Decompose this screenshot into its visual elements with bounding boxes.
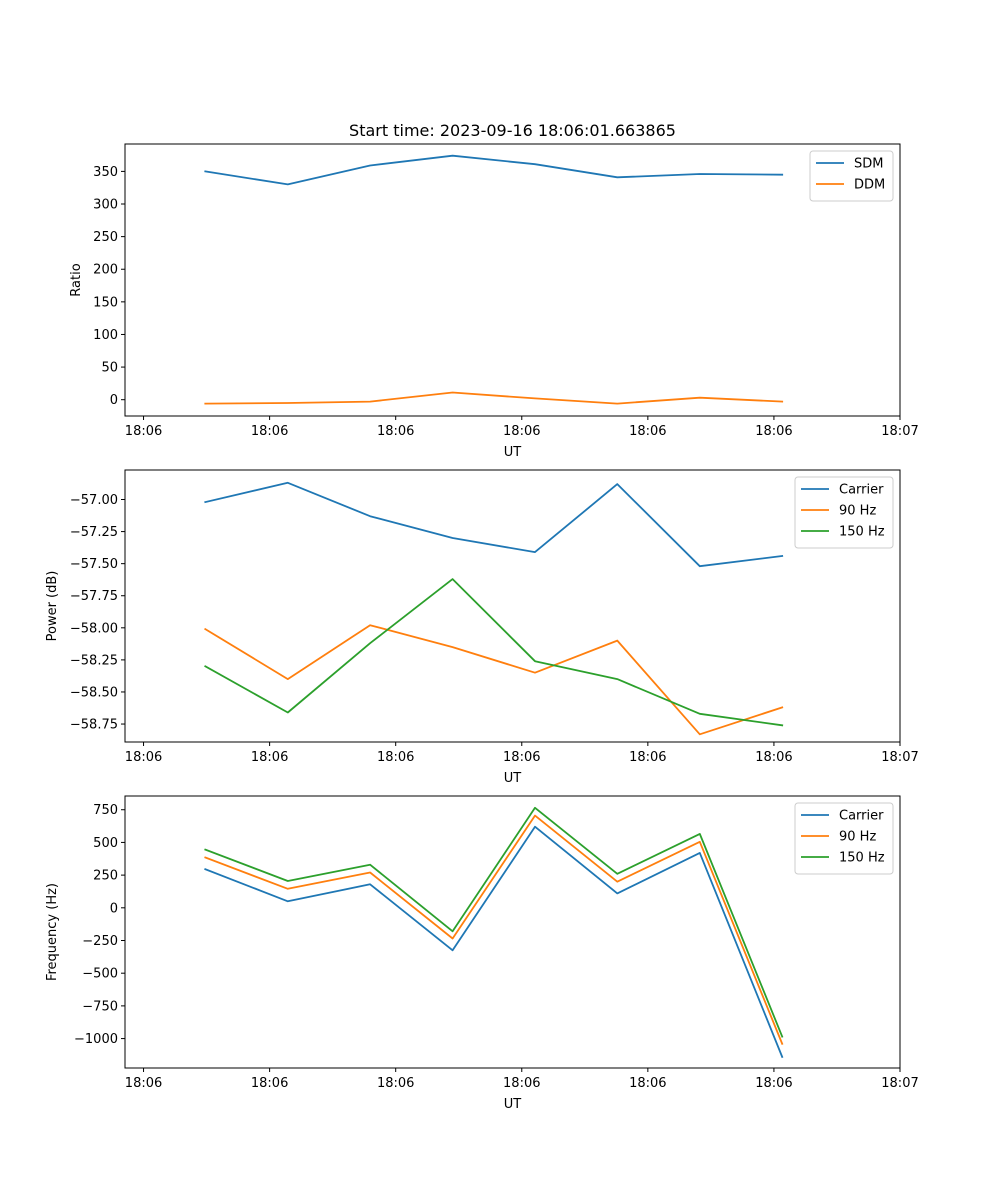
y-tick-label: −57.75 bbox=[70, 589, 118, 604]
x-tick-label: 18:06 bbox=[377, 750, 414, 765]
y-tick-label: −750 bbox=[82, 999, 118, 1014]
legend-label: 150 Hz bbox=[839, 851, 885, 866]
y-tick-label: 250 bbox=[93, 230, 118, 245]
y-tick-label: 0 bbox=[110, 393, 118, 408]
x-tick-label: 18:07 bbox=[881, 1076, 918, 1091]
x-axis-label: UT bbox=[504, 445, 522, 460]
y-tick-label: 100 bbox=[93, 328, 118, 343]
x-tick-label: 18:06 bbox=[125, 1076, 162, 1091]
plot-frame bbox=[124, 795, 901, 1069]
legend-label: 90 Hz bbox=[839, 830, 876, 845]
y-tick-label: −57.25 bbox=[70, 525, 118, 540]
y-tick-label: 250 bbox=[93, 869, 118, 884]
x-tick-label: 18:06 bbox=[251, 424, 288, 439]
series-line-carrier bbox=[204, 481, 784, 568]
legend-label: DDM bbox=[854, 178, 885, 193]
y-tick-label: −250 bbox=[82, 934, 118, 949]
series-line-carrier bbox=[204, 825, 784, 1059]
y-tick-label: 50 bbox=[101, 361, 118, 376]
x-tick-label: 18:06 bbox=[251, 1076, 288, 1091]
y-tick-label: −500 bbox=[82, 967, 118, 982]
x-tick-label: 18:06 bbox=[503, 1076, 540, 1091]
y-tick-label: −58.75 bbox=[70, 718, 118, 733]
y-tick-label: 0 bbox=[110, 901, 118, 916]
x-axis-label: UT bbox=[504, 771, 522, 786]
x-tick-label: 18:06 bbox=[125, 424, 162, 439]
y-tick-label: 350 bbox=[93, 165, 118, 180]
legend: SDM DDM bbox=[809, 150, 894, 202]
series-line-90-hz bbox=[204, 624, 784, 736]
plot-frame bbox=[124, 469, 901, 743]
legend-label: Carrier bbox=[839, 809, 884, 824]
y-axis-label: Frequency (Hz) bbox=[45, 883, 60, 981]
y-tick-label: 750 bbox=[93, 803, 118, 818]
chart-title: Start time: 2023-09-16 18:06:01.663865 bbox=[349, 121, 676, 140]
y-tick-label: −58.00 bbox=[70, 621, 118, 636]
series-line-150-hz bbox=[204, 806, 784, 1038]
x-tick-label: 18:06 bbox=[125, 750, 162, 765]
y-tick-label: 500 bbox=[93, 836, 118, 851]
series-line-150-hz bbox=[204, 578, 784, 727]
y-tick-label: −57.00 bbox=[70, 493, 118, 508]
legend: Carrier 90 Hz 150 Hz bbox=[794, 476, 894, 549]
y-tick-label: −58.50 bbox=[70, 685, 118, 700]
x-tick-label: 18:06 bbox=[377, 424, 414, 439]
series-line-ddm bbox=[204, 391, 784, 405]
x-tick-label: 18:06 bbox=[503, 424, 540, 439]
y-tick-label: −57.50 bbox=[70, 557, 118, 572]
x-tick-label: 18:06 bbox=[629, 424, 666, 439]
x-tick-label: 18:07 bbox=[881, 424, 918, 439]
y-tick-label: 150 bbox=[93, 295, 118, 310]
x-tick-label: 18:06 bbox=[629, 750, 666, 765]
legend-label: 150 Hz bbox=[839, 525, 885, 540]
x-tick-label: 18:06 bbox=[251, 750, 288, 765]
x-tick-label: 18:06 bbox=[629, 1076, 666, 1091]
subplot-3: 18:06 18:06 18:06 18:06 18:06 18:06 18:07 −1000… bbox=[45, 795, 919, 1112]
y-axis-label: Power (dB) bbox=[45, 571, 60, 642]
x-tick-label: 18:06 bbox=[755, 1076, 792, 1091]
y-tick-label: 200 bbox=[93, 263, 118, 278]
x-axis-label: UT bbox=[504, 1097, 522, 1112]
y-tick-label: 300 bbox=[93, 198, 118, 213]
x-tick-label: 18:06 bbox=[755, 750, 792, 765]
x-tick-label: 18:06 bbox=[377, 1076, 414, 1091]
subplot-1: 18:06 18:06 18:06 18:06 18:06 18:06 18:07 0 50 10… bbox=[69, 143, 919, 460]
x-tick-label: 18:06 bbox=[755, 424, 792, 439]
plot-frame bbox=[124, 143, 901, 417]
legend: Carrier 90 Hz 150 Hz bbox=[794, 802, 894, 875]
legend-label: Carrier bbox=[839, 483, 884, 498]
y-tick-label: −1000 bbox=[74, 1032, 118, 1047]
series-line-90-hz bbox=[204, 814, 784, 1045]
subplot-2: 18:06 18:06 18:06 18:06 18:06 18:06 18:07 −58.7… bbox=[45, 469, 919, 786]
y-tick-label: −58.25 bbox=[70, 653, 118, 668]
x-tick-label: 18:06 bbox=[503, 750, 540, 765]
legend-label: 90 Hz bbox=[839, 504, 876, 519]
x-tick-label: 18:07 bbox=[881, 750, 918, 765]
series-line-sdm bbox=[204, 154, 784, 186]
y-axis-label: Ratio bbox=[69, 263, 84, 296]
legend-label: SDM bbox=[854, 157, 883, 172]
